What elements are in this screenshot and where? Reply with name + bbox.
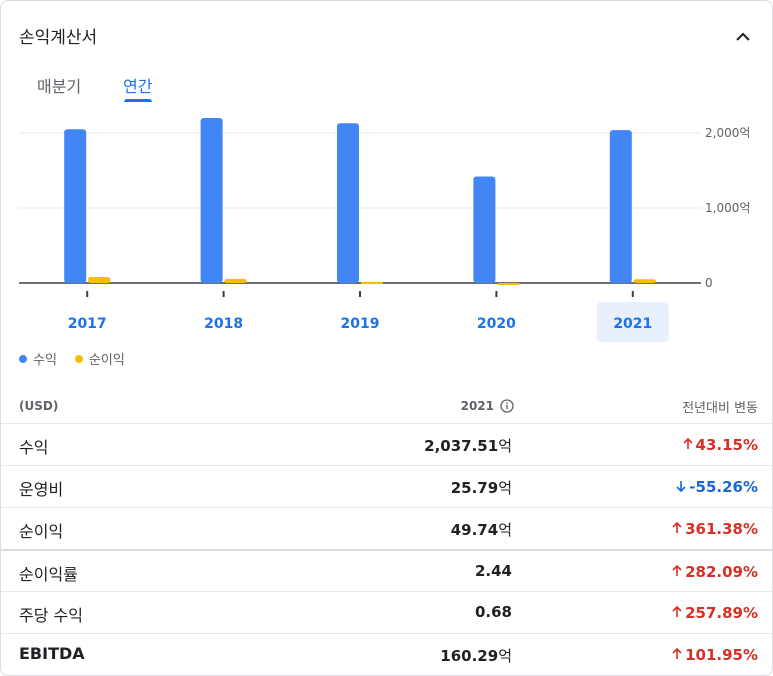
legend-item-revenue: 수익 [19,349,57,368]
table-body: 수익 2,037.51억 43.15% 운영비 25.79억 -55.26% 순이익 49.7… [1,423,772,675]
bar-revenue [473,176,496,283]
info-icon[interactable] [500,399,514,413]
row-label: EBITDA [19,644,85,663]
row-change: 361.38% [672,520,758,538]
active-tab-indicator [124,99,152,102]
bar-revenue [337,123,359,283]
year-button-2019[interactable]: 2019 [341,316,380,332]
row-value: 25.79억 [450,479,512,497]
legend-dot-icon [74,354,83,363]
financial-table: (USD) 2021 전년대비 변동 수익 2,037.51억 43.15% 운영비 2… [1,385,772,675]
y-tick-label: 0 [705,276,713,290]
table-row: 순이익률 2.44 282.09% [1,549,772,591]
row-change: 43.15% [682,436,758,454]
bar-net-income [224,278,247,283]
year-button-2018[interactable]: 2018 [204,316,243,332]
arrow-up-icon [672,647,682,659]
arrow-down-icon [676,481,686,493]
arrow-up-icon [672,564,682,576]
row-value: 2.44 [474,562,512,580]
card-title: 손익계산서 [19,28,98,48]
bar-revenue [609,130,632,283]
arrow-up-icon [672,605,682,617]
bar-net-income [88,277,111,283]
table-row: 수익 2,037.51억 43.15% [1,423,772,465]
row-label: 순이익률 [19,565,78,584]
chevron-up-icon [736,32,750,41]
arrow-up-icon [672,521,682,533]
bar-revenue [64,129,87,283]
row-value: 2,037.51억 [424,437,512,455]
chart-legend: 수익 순이익 [19,349,143,368]
selected-year-highlight [596,302,669,342]
tab-annual[interactable]: 연간 [123,77,153,96]
table-row: EBITDA 160.29억 101.95% [1,633,772,675]
row-label: 운영비 [19,480,64,499]
bar-net-income [633,279,656,283]
row-change: 257.89% [672,604,758,622]
legend-dot-icon [19,354,27,363]
bar-net-income [497,283,520,285]
tab-quarterly[interactable]: 매분기 [37,77,82,96]
table-row: 순이익 49.74억 361.38% [1,507,772,549]
legend-item-net-income: 순이익 [74,349,125,368]
year-button-2017[interactable]: 2017 [68,316,107,332]
row-value: 49.74억 [450,521,512,539]
row-value: 0.68 [474,603,512,621]
y-tick-label: 2,000억 [705,126,750,140]
row-value: 160.29억 [440,647,512,665]
collapse-button[interactable] [729,23,757,51]
year-button-2020[interactable]: 2020 [477,316,516,332]
change-header: 전년대비 변동 [682,401,758,416]
bar-net-income [361,281,383,284]
row-change: 282.09% [672,563,758,581]
table-header: (USD) 2021 전년대비 변동 [1,385,772,423]
row-label: 수익 [19,438,49,457]
arrow-up-icon [682,437,693,449]
row-change: -55.26% [676,478,758,496]
table-row: 주당 수익 0.68 257.89% [1,591,772,633]
table-row: 운영비 25.79억 -55.26% [1,465,772,507]
revenue-chart: 2,000억 1,000억 0 2017 2018 2019 2020 2021 [19,118,750,342]
year-button-2021[interactable]: 2021 [613,316,652,332]
year-header: 2021 [461,399,514,413]
currency-header: (USD) [19,399,59,413]
row-label: 순이익 [19,522,64,541]
bar-revenue [200,118,223,283]
row-label: 주당 수익 [19,606,83,625]
row-change: 101.95% [672,646,758,664]
y-tick-label: 1,000억 [705,201,750,215]
